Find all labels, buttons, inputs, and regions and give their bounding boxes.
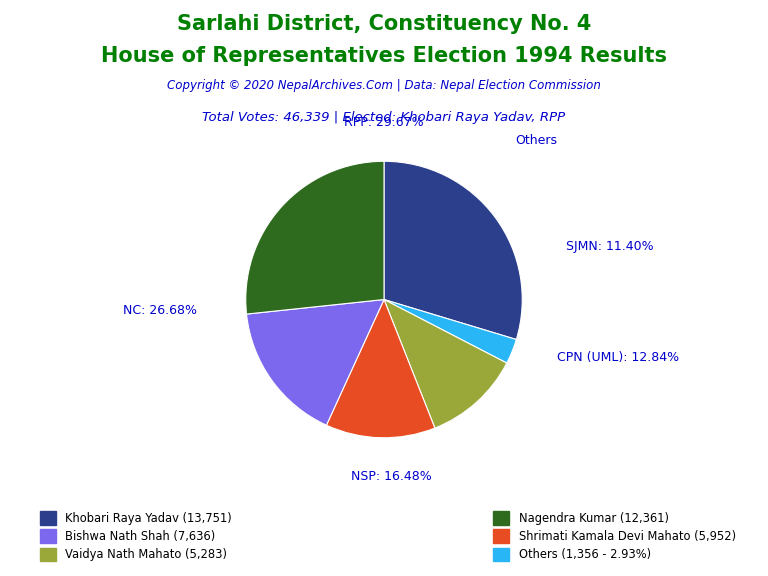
Text: Copyright © 2020 NepalArchives.Com | Data: Nepal Election Commission: Copyright © 2020 NepalArchives.Com | Dat… bbox=[167, 79, 601, 93]
Wedge shape bbox=[384, 300, 507, 428]
Wedge shape bbox=[246, 161, 384, 314]
Text: NC: 26.68%: NC: 26.68% bbox=[124, 304, 197, 317]
Wedge shape bbox=[326, 300, 435, 438]
Text: Others: Others bbox=[515, 134, 558, 147]
Legend: Nagendra Kumar (12,361), Shrimati Kamala Devi Mahato (5,952), Others (1,356 - 2.: Nagendra Kumar (12,361), Shrimati Kamala… bbox=[490, 508, 739, 564]
Text: House of Representatives Election 1994 Results: House of Representatives Election 1994 R… bbox=[101, 46, 667, 66]
Text: Sarlahi District, Constituency No. 4: Sarlahi District, Constituency No. 4 bbox=[177, 14, 591, 35]
Text: RPP: 29.67%: RPP: 29.67% bbox=[344, 116, 424, 129]
Text: Total Votes: 46,339 | Elected: Khobari Raya Yadav, RPP: Total Votes: 46,339 | Elected: Khobari R… bbox=[203, 111, 565, 124]
Legend: Khobari Raya Yadav (13,751), Bishwa Nath Shah (7,636), Vaidya Nath Mahato (5,283: Khobari Raya Yadav (13,751), Bishwa Nath… bbox=[37, 508, 236, 564]
Text: CPN (UML): 12.84%: CPN (UML): 12.84% bbox=[557, 351, 679, 364]
Wedge shape bbox=[384, 300, 516, 363]
Wedge shape bbox=[247, 300, 384, 425]
Wedge shape bbox=[384, 161, 522, 339]
Text: SJMN: 11.40%: SJMN: 11.40% bbox=[567, 241, 654, 253]
Text: NSP: 16.48%: NSP: 16.48% bbox=[350, 470, 432, 483]
